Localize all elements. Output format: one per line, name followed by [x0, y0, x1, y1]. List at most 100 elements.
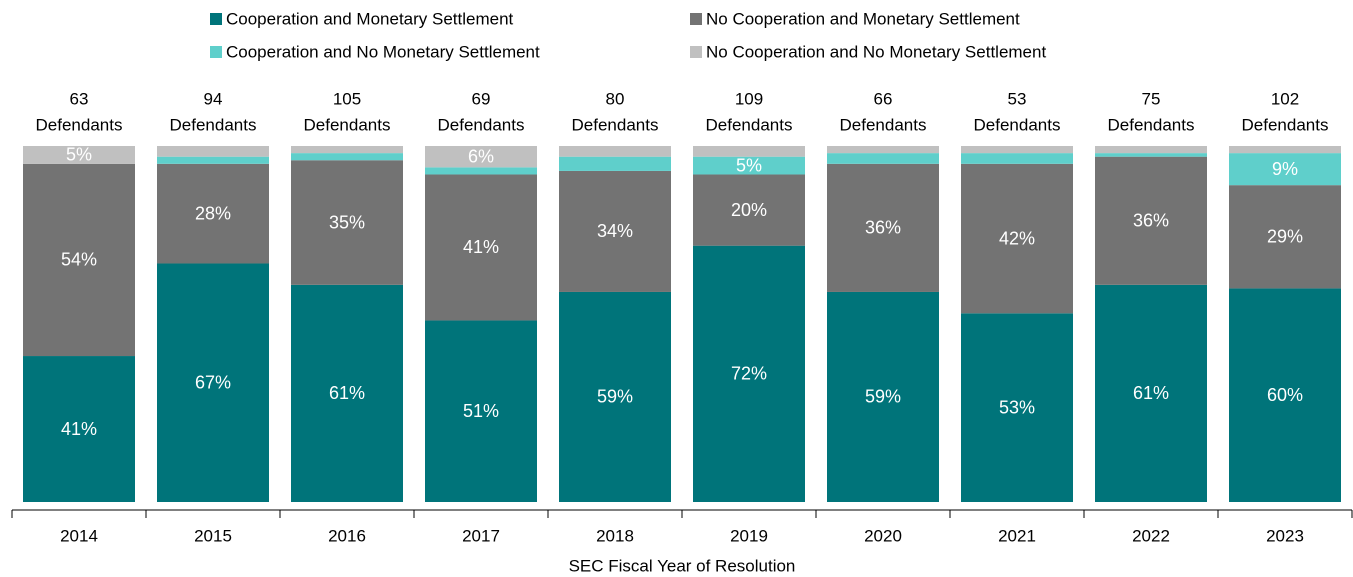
legend-swatch [210, 13, 222, 25]
legend-swatch [690, 13, 702, 25]
x-tick-label: 2017 [462, 526, 500, 545]
bar-segment [693, 146, 805, 157]
total-label: 53 [1008, 89, 1027, 108]
value-label: 20% [731, 200, 767, 220]
legend-label: Cooperation and Monetary Settlement [226, 9, 514, 28]
value-label: 6% [468, 146, 494, 166]
bar-segment [157, 163, 269, 264]
total-unit: Defendants [840, 115, 927, 134]
value-label: 29% [1267, 227, 1303, 247]
value-label: 28% [195, 203, 231, 223]
x-tick-label: 2021 [998, 526, 1036, 545]
total-unit: Defendants [974, 115, 1061, 134]
bar-segment [1229, 288, 1341, 502]
total-label: 66 [874, 89, 893, 108]
bar-segment [559, 170, 671, 292]
value-label: 42% [999, 228, 1035, 248]
legend-swatch [210, 46, 222, 58]
value-label: 5% [736, 155, 762, 175]
x-tick-label: 2022 [1132, 526, 1170, 545]
x-tick-label: 2018 [596, 526, 634, 545]
value-label: 9% [1272, 159, 1298, 179]
total-label: 102 [1271, 89, 1299, 108]
total-unit: Defendants [438, 115, 525, 134]
bar-segment [827, 146, 939, 154]
x-tick-label: 2019 [730, 526, 768, 545]
legend-label: Cooperation and No Monetary Settlement [226, 42, 540, 61]
bar-segment [291, 284, 403, 502]
bar-segment [157, 263, 269, 502]
bar-segment [291, 153, 403, 161]
bar-segment [1095, 156, 1207, 285]
x-tick-label: 2015 [194, 526, 232, 545]
total-label: 94 [204, 89, 223, 108]
value-label: 36% [1133, 211, 1169, 231]
bar-segment [693, 156, 805, 175]
bar-segment [693, 174, 805, 246]
legend-label: No Cooperation and No Monetary Settlemen… [706, 42, 1046, 61]
value-label: 60% [1267, 385, 1303, 405]
bar-segment [157, 146, 269, 157]
bar-segment [291, 146, 403, 154]
total-label: 109 [735, 89, 763, 108]
bar-segment [559, 156, 671, 171]
legend-label: No Cooperation and Monetary Settlement [706, 9, 1020, 28]
bar-segment [559, 291, 671, 502]
bar-segment [1229, 185, 1341, 289]
x-tick-label: 2014 [60, 526, 98, 545]
bar-segment [1229, 153, 1341, 186]
bar-segment [291, 160, 403, 285]
value-label: 59% [597, 387, 633, 407]
bar-segment [1095, 146, 1207, 154]
total-label: 75 [1142, 89, 1161, 108]
x-tick-label: 2016 [328, 526, 366, 545]
bar-segment [961, 163, 1073, 314]
value-label: 5% [66, 145, 92, 165]
bar-segment [23, 356, 135, 502]
total-unit: Defendants [1242, 115, 1329, 134]
bar-segment [827, 153, 939, 164]
total-unit: Defendants [1108, 115, 1195, 134]
x-tick-label: 2020 [864, 526, 902, 545]
value-label: 72% [731, 364, 767, 384]
bar-segment [1229, 146, 1341, 154]
legend-swatch [690, 46, 702, 58]
bar-segment [961, 153, 1073, 164]
value-label: 54% [61, 250, 97, 270]
bar-segment [961, 313, 1073, 502]
bar-segment [157, 156, 269, 164]
bar-segment [425, 167, 537, 175]
value-label: 35% [329, 212, 365, 232]
value-label: 59% [865, 387, 901, 407]
bar-segment [827, 291, 939, 502]
bar-segment [827, 163, 939, 292]
value-label: 61% [329, 383, 365, 403]
total-unit: Defendants [706, 115, 793, 134]
value-label: 61% [1133, 383, 1169, 403]
total-label: 80 [606, 89, 625, 108]
bar-segment [961, 146, 1073, 154]
total-unit: Defendants [170, 115, 257, 134]
value-label: 41% [463, 237, 499, 257]
bar-segment [1095, 153, 1207, 157]
bar-segment [425, 174, 537, 321]
bar-segment [425, 146, 537, 168]
total-unit: Defendants [572, 115, 659, 134]
bar-segment [1095, 284, 1207, 502]
value-label: 67% [195, 372, 231, 392]
bar-segment [425, 320, 537, 502]
value-label: 53% [999, 397, 1035, 417]
total-label: 63 [70, 89, 89, 108]
x-tick-label: 2023 [1266, 526, 1304, 545]
value-label: 51% [463, 401, 499, 421]
bar-segment [559, 146, 671, 157]
bar-segment [23, 146, 135, 164]
value-label: 36% [865, 218, 901, 238]
x-axis-title: SEC Fiscal Year of Resolution [569, 556, 796, 575]
bar-segment [693, 245, 805, 502]
total-unit: Defendants [304, 115, 391, 134]
total-label: 105 [333, 89, 361, 108]
value-label: 34% [597, 221, 633, 241]
value-label: 41% [61, 419, 97, 439]
